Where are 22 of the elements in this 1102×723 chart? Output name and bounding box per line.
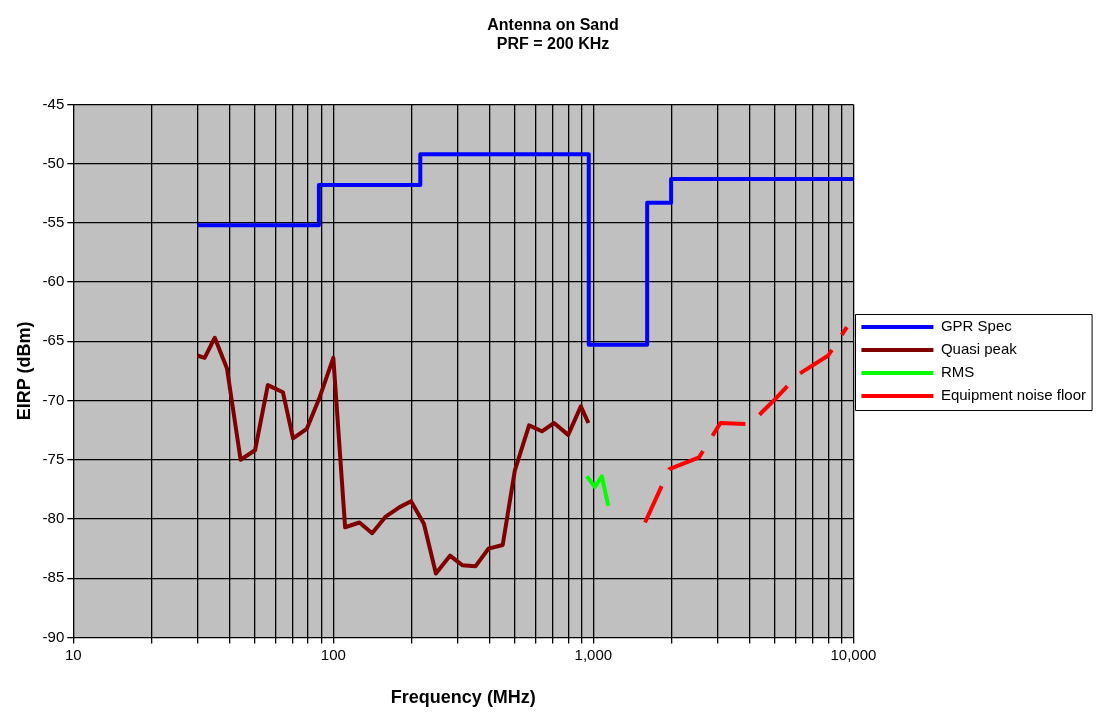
legend-label: Equipment noise floor xyxy=(940,386,1087,404)
x-tick-label: 1,000 xyxy=(574,645,613,663)
x-tick-label: 100 xyxy=(320,645,346,663)
y-tick-label: -50 xyxy=(42,153,65,171)
legend-label: GPR Spec xyxy=(940,317,1013,335)
y-tick-label: -85 xyxy=(42,568,65,586)
chart-subtitle: PRF = 200 KHz xyxy=(496,35,610,53)
y-tick-label: -45 xyxy=(42,94,65,112)
y-axis-title: EIRP (dBm) xyxy=(13,321,34,421)
y-tick-label: -55 xyxy=(42,212,65,230)
x-axis-title: Frequency (MHz) xyxy=(390,687,536,708)
y-tick-label: -65 xyxy=(42,331,65,349)
y-tick-label: -70 xyxy=(42,390,65,408)
y-tick-label: -90 xyxy=(42,627,65,645)
y-tick-label: -60 xyxy=(42,272,65,290)
x-tick-label: 10 xyxy=(64,645,82,663)
y-tick-label: -75 xyxy=(42,449,65,467)
y-tick-label: -80 xyxy=(42,509,65,527)
chart-title: Antenna on Sand xyxy=(487,16,619,34)
legend-label: Quasi peak xyxy=(940,340,1018,358)
legend-label: RMS xyxy=(940,363,975,381)
x-tick-label: 10,000 xyxy=(830,645,877,663)
